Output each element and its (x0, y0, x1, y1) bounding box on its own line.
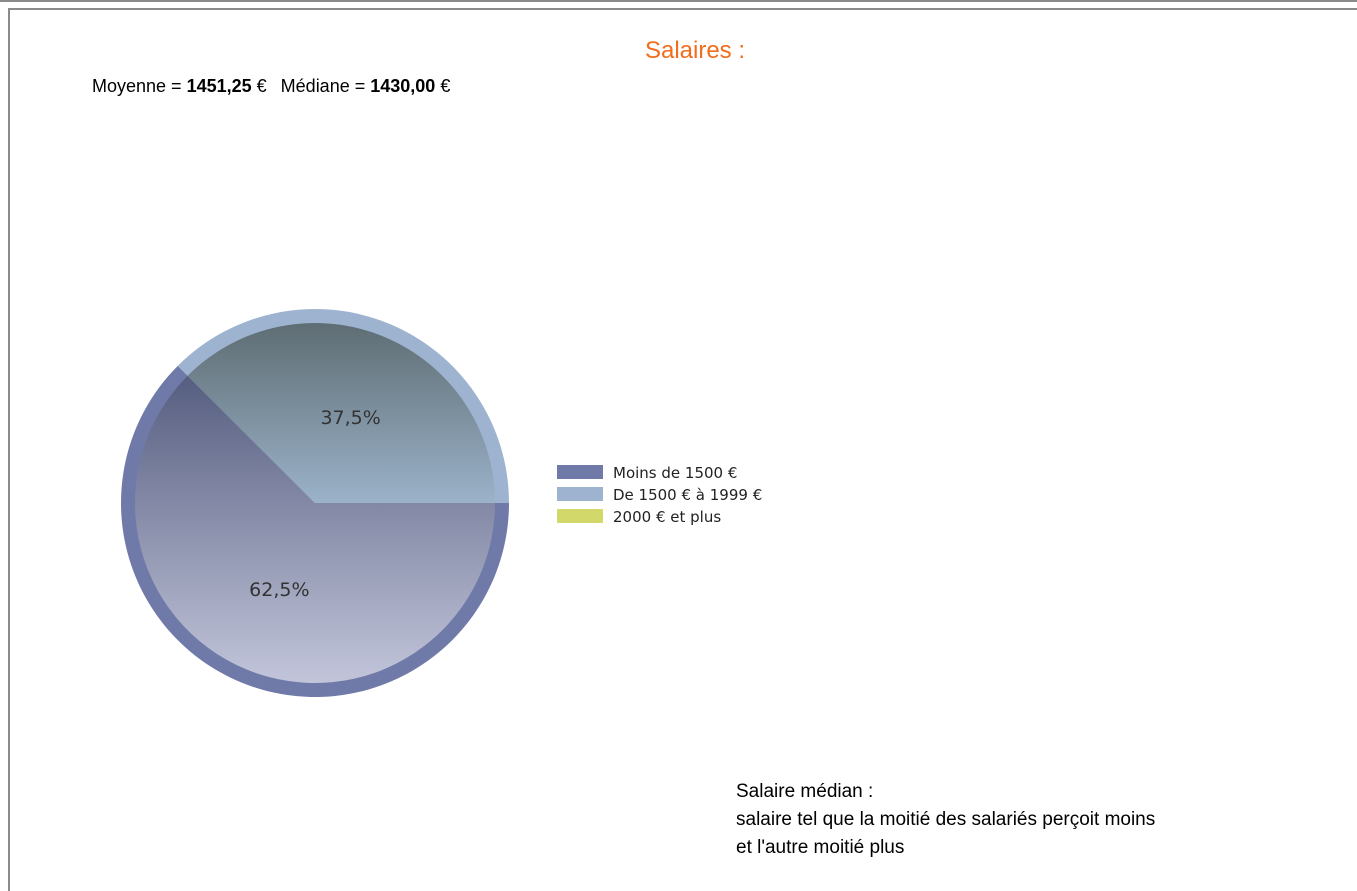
note-title: Salaire médian : (736, 781, 874, 802)
median-note: Salaire médian : salaire tel que la moit… (736, 778, 1155, 862)
legend-label-1: De 1500 € à 1999 € (613, 486, 762, 504)
legend-swatch-2 (557, 509, 603, 523)
mean-label: Moyenne = (92, 76, 187, 96)
top-border (0, 0, 1357, 2)
pie-labels: 62,5% 37,5% (249, 407, 381, 601)
salary-stats: Moyenne = 1451,25 € Médiane = 1430,00 € (92, 76, 450, 97)
note-line-1: salaire tel que la moitié des salariés p… (736, 809, 1156, 830)
median-value: 1430,00 (370, 76, 436, 96)
note-line-2: et l'autre moitié plus (736, 837, 905, 858)
pie-label-1: 37,5% (320, 407, 380, 429)
page-title: Salaires : (644, 37, 746, 64)
legend-label-2: 2000 € et plus (613, 508, 721, 526)
mean-currency: € (256, 76, 267, 96)
legend-swatch-1 (557, 487, 603, 501)
median-currency: € (440, 76, 451, 96)
pie-slice-1 (187, 323, 496, 503)
median-label: Médiane = (280, 76, 371, 96)
legend-swatch-0 (557, 465, 603, 479)
legend-label-0: Moins de 1500 € (613, 464, 737, 482)
pie-label-0: 62,5% (249, 579, 309, 601)
pie-slices (120, 308, 510, 697)
mean-value: 1451,25 (186, 76, 252, 96)
legend: Moins de 1500 € De 1500 € à 1999 € 2000 € … (557, 464, 762, 526)
pie-slice-0 (134, 375, 495, 683)
